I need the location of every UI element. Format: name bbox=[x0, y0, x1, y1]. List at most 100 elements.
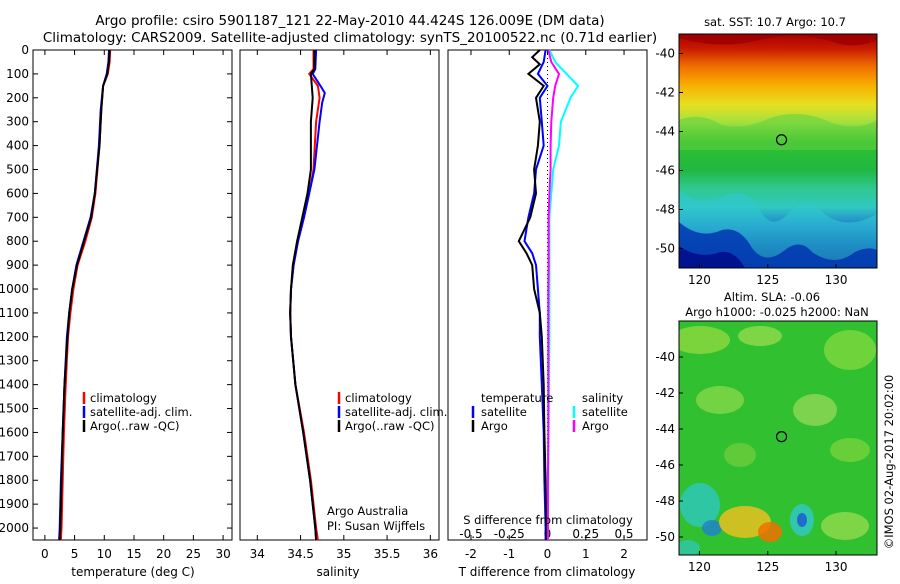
lat-tick-label: -40 bbox=[655, 47, 675, 61]
legend-climatology: climatology bbox=[90, 391, 157, 405]
x-tick-label: 0 bbox=[41, 547, 49, 561]
y-tick-label: 900 bbox=[6, 258, 29, 272]
lat-tick-label: -42 bbox=[655, 86, 675, 100]
temperature-legend: climatology satellite-adj. clim. Argo(..… bbox=[82, 391, 192, 433]
x-tick-label: 1 bbox=[582, 547, 590, 561]
top-x-tick-label: 0.5 bbox=[614, 527, 633, 541]
salinity-xlabel: salinity bbox=[316, 565, 359, 579]
depth-ticks: 0 100 200 300 400 500 600 700 800 900 1000 1100 1200… bbox=[0, 43, 232, 535]
lon-tick-label: 120 bbox=[688, 560, 711, 574]
y-tick-label: 1400 bbox=[0, 378, 29, 392]
y-tick-label: 500 bbox=[6, 163, 29, 177]
y-tick-label: 1100 bbox=[0, 306, 29, 320]
lon-tick-label: 125 bbox=[756, 560, 779, 574]
sst-map-title: sat. SST: 10.7 Argo: 10.7 bbox=[704, 15, 846, 29]
y-tick-label: 600 bbox=[6, 186, 29, 200]
temperature-panel: 0100200300400500600700800900100011001200… bbox=[0, 43, 233, 579]
series-line-argo-raw-qc- bbox=[289, 50, 318, 541]
salinity-series bbox=[289, 49, 326, 541]
sla-map-title-2: Argo h1000: -0.025 h2000: NaN bbox=[685, 305, 869, 319]
series-line-argo-raw-qc- bbox=[58, 49, 111, 541]
credit-line-1: Argo Australia bbox=[327, 504, 408, 518]
difference-series bbox=[517, 49, 580, 540]
legend-satellite: satellite-adj. clim. bbox=[90, 405, 192, 419]
y-tick-label: 700 bbox=[6, 210, 29, 224]
x-tick-label: -2 bbox=[465, 547, 477, 561]
salinity-axes-box bbox=[239, 49, 440, 541]
y-tick-label: 1800 bbox=[0, 473, 29, 487]
lat-tick-label: -48 bbox=[655, 203, 675, 217]
x-tick-label: 5 bbox=[71, 547, 79, 561]
sla-lat-ticks: -40 -42 -44 -46 -48 -50 bbox=[655, 350, 683, 544]
top-x-tick-label: 0.25 bbox=[572, 527, 599, 541]
sla-lon-ticks: 120 125 130 bbox=[688, 551, 847, 574]
lat-tick-label: -50 bbox=[655, 530, 675, 544]
lat-tick-label: -42 bbox=[655, 386, 675, 400]
lat-tick-label: -48 bbox=[655, 494, 675, 508]
series-line-temperature-argo bbox=[517, 49, 548, 540]
header-line-2: Climatology: CARS2009. Satellite-adjuste… bbox=[43, 30, 657, 46]
sst-lat-ticks: -40 -42 -44 -46 -48 -50 bbox=[655, 47, 683, 256]
top-x-tick-label: -0.5 bbox=[459, 527, 482, 541]
y-tick-label: 1600 bbox=[0, 425, 29, 439]
difference-ticks: -2 -1 0 1 2-0.5 -0.25 0 0.25 0.5 bbox=[459, 50, 634, 561]
legend-temp-argo: Argo bbox=[481, 419, 508, 433]
lon-tick-label: 120 bbox=[688, 273, 711, 287]
legend-temp-satellite: satellite bbox=[481, 405, 527, 419]
legend-temperature-title: temperature bbox=[481, 391, 553, 405]
x-tick-label: 20 bbox=[156, 547, 171, 561]
lat-tick-label: -44 bbox=[655, 422, 675, 436]
x-tick-label: 36 bbox=[423, 547, 438, 561]
sla-map-panel: Altim. SLA: -0.06 Argo h1000: -0.025 h20… bbox=[655, 290, 878, 574]
y-tick-label: 1000 bbox=[0, 282, 29, 296]
lat-tick-label: -44 bbox=[655, 125, 675, 139]
y-tick-label: 300 bbox=[6, 115, 29, 129]
y-tick-label: 1700 bbox=[0, 449, 29, 463]
salinity-legend: climatology satellite-adj. clim. Argo(..… bbox=[337, 391, 447, 433]
temperature-ticks: 0 5 10 15 20 25 30 bbox=[41, 50, 231, 561]
x-tick-label: 34.5 bbox=[287, 547, 314, 561]
lat-tick-label: -40 bbox=[655, 350, 675, 364]
lon-tick-label: 130 bbox=[825, 273, 848, 287]
lon-tick-label: 125 bbox=[756, 273, 779, 287]
x-tick-label: 35.5 bbox=[374, 547, 401, 561]
y-tick-label: 0 bbox=[21, 43, 29, 57]
lat-tick-label: -46 bbox=[655, 164, 675, 178]
sla-map-frame bbox=[678, 320, 878, 556]
legend-sal-argo: Argo bbox=[582, 419, 609, 433]
y-tick-label: 1500 bbox=[0, 402, 29, 416]
salinity-ticks: 34 34.5 35 35.5 36 bbox=[250, 50, 438, 561]
y-tick-label: 100 bbox=[6, 67, 29, 81]
x-tick-label: 0 bbox=[544, 547, 552, 561]
temperature-series bbox=[58, 49, 112, 541]
top-x-tick-label: -0.25 bbox=[494, 527, 525, 541]
s-difference-label: S difference from climatology bbox=[463, 513, 633, 527]
x-tick-label: 35 bbox=[336, 547, 351, 561]
y-tick-label: 1900 bbox=[0, 497, 29, 511]
lat-tick-label: -46 bbox=[655, 458, 675, 472]
sla-map-title-1: Altim. SLA: -0.06 bbox=[724, 290, 820, 304]
y-tick-label: 1200 bbox=[0, 330, 29, 344]
x-tick-label: 25 bbox=[186, 547, 201, 561]
argo-float-marker bbox=[775, 134, 788, 146]
y-tick-label: 200 bbox=[6, 91, 29, 105]
sst-map-panel: sat. SST: 10.7 Argo: 10.7 -40-42-44-46-4… bbox=[655, 15, 878, 287]
temperature-axes-box bbox=[32, 49, 233, 541]
x-tick-label: 34 bbox=[250, 547, 265, 561]
header-line-1: Argo profile: csiro 5901187_121 22-May-2… bbox=[95, 13, 604, 29]
sst-map-frame bbox=[678, 33, 878, 269]
x-tick-label: 30 bbox=[215, 547, 230, 561]
y-tick-label: 2000 bbox=[0, 521, 29, 535]
sla-heatmap bbox=[679, 321, 877, 555]
x-tick-label: 2 bbox=[620, 547, 628, 561]
legend-sal-satellite: satellite bbox=[582, 405, 628, 419]
x-tick-label: 10 bbox=[97, 547, 112, 561]
x-tick-label: 15 bbox=[126, 547, 141, 561]
argo-float-marker bbox=[775, 431, 788, 443]
difference-panel: -2 -1 0 1 2-0.5 -0.25 0 0.25 0.5 S difference fr… bbox=[447, 49, 648, 579]
t-difference-label: T difference from climatology bbox=[458, 565, 636, 579]
lat-tick-label: -50 bbox=[655, 242, 675, 256]
y-tick-label: 400 bbox=[6, 139, 29, 153]
legend-argo: Argo(..raw -QC) bbox=[90, 419, 180, 433]
